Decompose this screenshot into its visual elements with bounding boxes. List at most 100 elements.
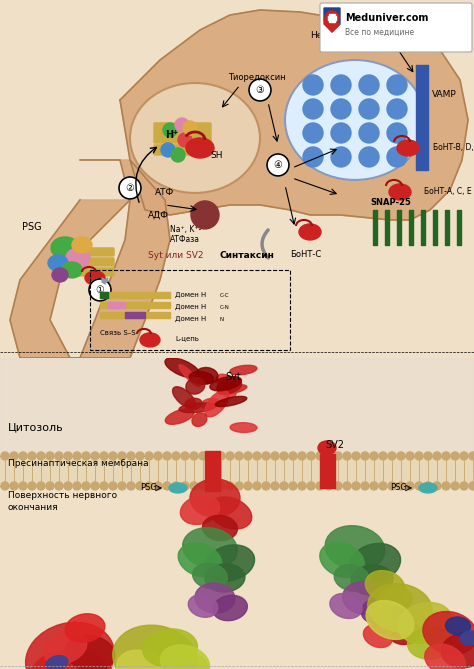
Circle shape [415, 452, 423, 460]
Circle shape [73, 452, 81, 460]
Ellipse shape [210, 377, 241, 391]
FancyBboxPatch shape [154, 123, 211, 133]
Text: БоНТ-B, D, F, G: БоНТ-B, D, F, G [433, 143, 474, 153]
Circle shape [249, 79, 271, 101]
Circle shape [253, 452, 261, 460]
Circle shape [460, 452, 468, 460]
Polygon shape [324, 20, 340, 32]
Text: Поверхность нервного: Поверхность нервного [8, 491, 117, 500]
Text: Цитозоль: Цитозоль [8, 422, 64, 432]
Ellipse shape [65, 636, 115, 669]
Ellipse shape [397, 140, 419, 156]
Circle shape [442, 482, 450, 490]
Text: N: N [220, 317, 224, 322]
Ellipse shape [208, 497, 252, 529]
Circle shape [127, 452, 135, 460]
Circle shape [91, 482, 99, 490]
Ellipse shape [318, 441, 336, 455]
Ellipse shape [325, 526, 385, 570]
Ellipse shape [195, 583, 235, 613]
Ellipse shape [141, 652, 209, 669]
Circle shape [161, 143, 175, 157]
Circle shape [109, 482, 117, 490]
Circle shape [387, 99, 407, 119]
Circle shape [208, 452, 216, 460]
Circle shape [217, 482, 225, 490]
Circle shape [226, 482, 234, 490]
Circle shape [451, 452, 459, 460]
Ellipse shape [230, 365, 257, 375]
Ellipse shape [43, 632, 87, 664]
Ellipse shape [29, 651, 81, 669]
Circle shape [119, 177, 141, 199]
Ellipse shape [217, 379, 242, 393]
Ellipse shape [205, 390, 229, 417]
Circle shape [253, 482, 261, 490]
Ellipse shape [330, 593, 362, 618]
Ellipse shape [72, 237, 92, 253]
Text: БоНТ-А, С, E: БоНТ-А, С, E [424, 187, 472, 197]
Text: C-C: C-C [220, 293, 229, 298]
Circle shape [316, 452, 324, 460]
Circle shape [361, 482, 369, 490]
Circle shape [28, 452, 36, 460]
Circle shape [19, 452, 27, 460]
Ellipse shape [202, 515, 237, 541]
Circle shape [334, 482, 342, 490]
Text: SNAP-25: SNAP-25 [370, 198, 411, 207]
Text: Пресинаптическая мембрана: Пресинаптическая мембрана [8, 459, 149, 468]
Circle shape [406, 452, 414, 460]
Circle shape [64, 482, 72, 490]
Circle shape [55, 452, 63, 460]
Ellipse shape [446, 617, 471, 635]
Ellipse shape [460, 631, 474, 645]
Circle shape [359, 123, 379, 143]
Circle shape [55, 482, 63, 490]
Circle shape [334, 452, 342, 460]
Circle shape [145, 452, 153, 460]
Text: PSG: PSG [22, 222, 42, 232]
Circle shape [190, 482, 198, 490]
Text: Meduniver.com: Meduniver.com [345, 13, 428, 23]
Ellipse shape [62, 262, 82, 278]
Circle shape [199, 452, 207, 460]
Circle shape [136, 452, 144, 460]
Circle shape [307, 452, 315, 460]
Circle shape [303, 147, 323, 167]
Circle shape [262, 452, 270, 460]
Circle shape [442, 452, 450, 460]
Circle shape [226, 452, 234, 460]
Ellipse shape [378, 587, 412, 613]
Circle shape [73, 482, 81, 490]
Ellipse shape [218, 385, 247, 395]
Circle shape [172, 452, 180, 460]
Ellipse shape [299, 224, 321, 240]
Ellipse shape [366, 601, 414, 640]
Circle shape [303, 99, 323, 119]
Circle shape [208, 482, 216, 490]
Ellipse shape [186, 138, 214, 158]
Ellipse shape [365, 571, 405, 601]
Text: VAMP: VAMP [432, 90, 457, 100]
FancyBboxPatch shape [320, 3, 472, 52]
Text: ③: ③ [255, 85, 264, 95]
Text: Домен H: Домен H [175, 316, 206, 322]
Circle shape [82, 452, 90, 460]
Circle shape [331, 75, 351, 95]
Circle shape [217, 452, 225, 460]
Circle shape [469, 482, 474, 490]
Circle shape [433, 482, 441, 490]
Ellipse shape [130, 83, 260, 193]
Polygon shape [120, 10, 468, 220]
Text: Синтаксин: Синтаксин [220, 251, 275, 260]
Circle shape [303, 123, 323, 143]
Circle shape [343, 452, 351, 460]
Circle shape [325, 11, 339, 25]
Ellipse shape [216, 374, 236, 389]
Ellipse shape [398, 602, 452, 644]
Ellipse shape [343, 581, 387, 615]
Ellipse shape [185, 398, 202, 409]
Ellipse shape [425, 644, 465, 669]
Circle shape [352, 482, 360, 490]
Ellipse shape [408, 627, 453, 659]
